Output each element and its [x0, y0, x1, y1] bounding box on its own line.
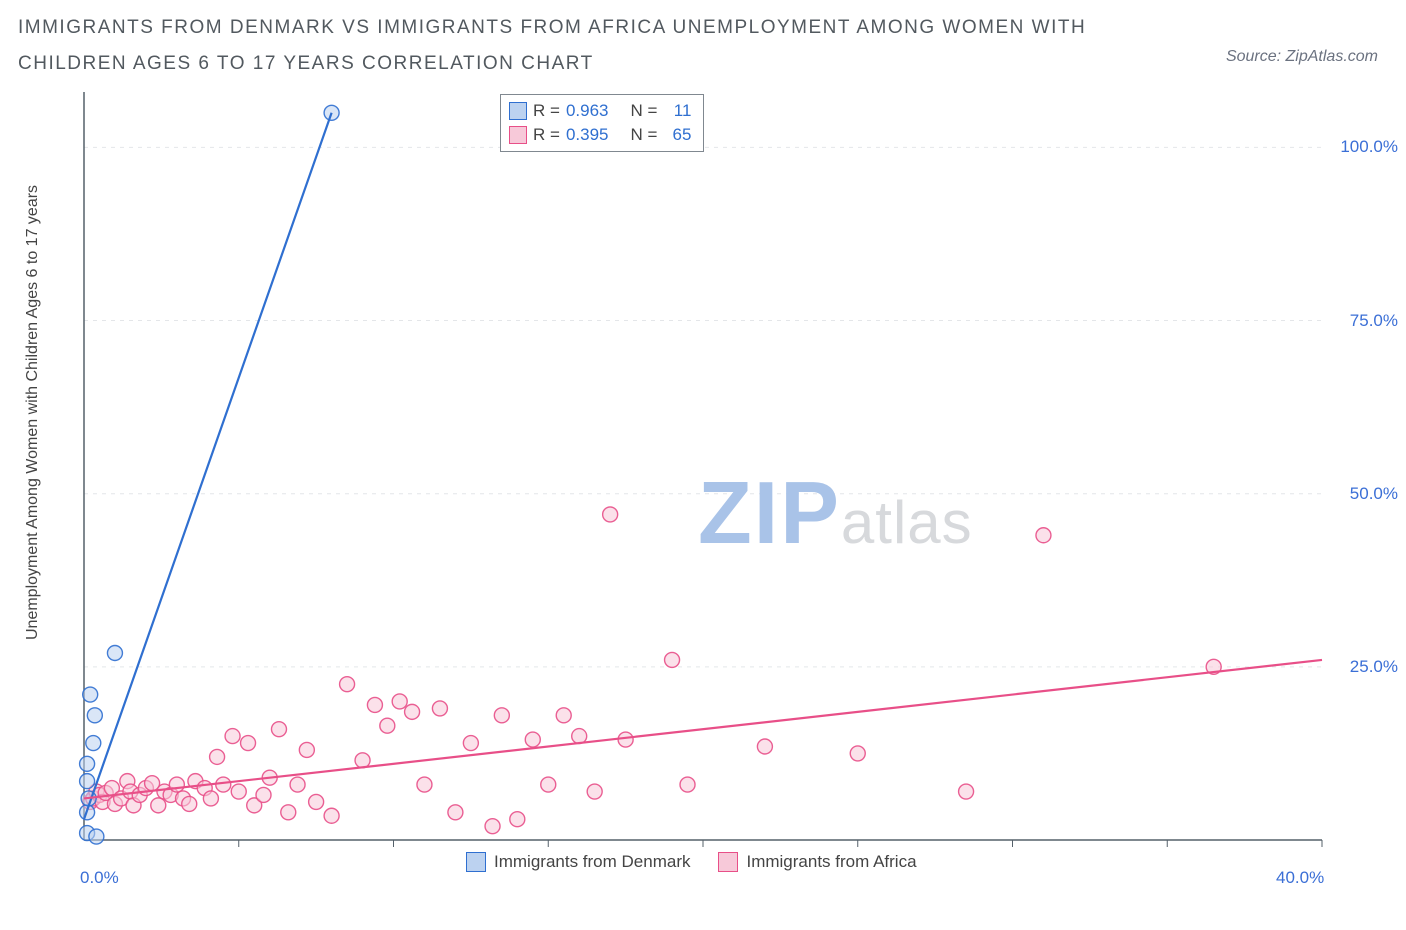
- legend-swatch: [718, 852, 738, 872]
- legend-series-item: Immigrants from Denmark: [466, 852, 690, 872]
- y-tick-label: 25.0%: [1328, 657, 1398, 677]
- y-tick-label: 75.0%: [1328, 311, 1398, 331]
- x-axis-min-label: 0.0%: [80, 868, 119, 888]
- x-axis-max-label: 40.0%: [1276, 868, 1324, 888]
- y-tick-label: 100.0%: [1328, 137, 1398, 157]
- y-axis-label: Unemployment Among Women with Children A…: [24, 185, 42, 640]
- legend-n-label: N =: [630, 123, 657, 147]
- plot-area: ZIPatlas R =0.963N =11R =0.395N =65 Immi…: [48, 92, 1388, 882]
- legend-series-label: Immigrants from Denmark: [494, 852, 690, 872]
- legend-n-label: N =: [630, 99, 657, 123]
- legend-swatch: [509, 102, 527, 120]
- legend-correlation-row: R =0.963 N =11: [509, 99, 691, 123]
- source-attribution: Source: ZipAtlas.com: [1226, 48, 1378, 66]
- y-tick-label: 50.0%: [1328, 484, 1398, 504]
- legend-n-value: 65: [663, 123, 691, 147]
- legend-n-value: 11: [663, 99, 691, 123]
- legend-series-label: Immigrants from Africa: [746, 852, 916, 872]
- legend-r-label: R =: [533, 123, 560, 147]
- legend-correlation-box: R =0.963 N =11 R =0.395 N =65: [500, 94, 704, 152]
- legend-series: Immigrants from Denmark Immigrants from A…: [466, 852, 917, 872]
- legend-correlation-row: R =0.395 N =65: [509, 123, 691, 147]
- legend-r-label: R =: [533, 99, 560, 123]
- legend-swatch: [509, 126, 527, 144]
- legend-r-value: 0.395: [566, 123, 609, 147]
- legend-r-value: 0.963: [566, 99, 609, 123]
- chart-title: IMMIGRANTS FROM DENMARK VS IMMIGRANTS FR…: [18, 10, 1118, 82]
- legend-series-item: Immigrants from Africa: [718, 852, 916, 872]
- legend-swatch: [466, 852, 486, 872]
- scatter-chart-svg: [48, 92, 1388, 882]
